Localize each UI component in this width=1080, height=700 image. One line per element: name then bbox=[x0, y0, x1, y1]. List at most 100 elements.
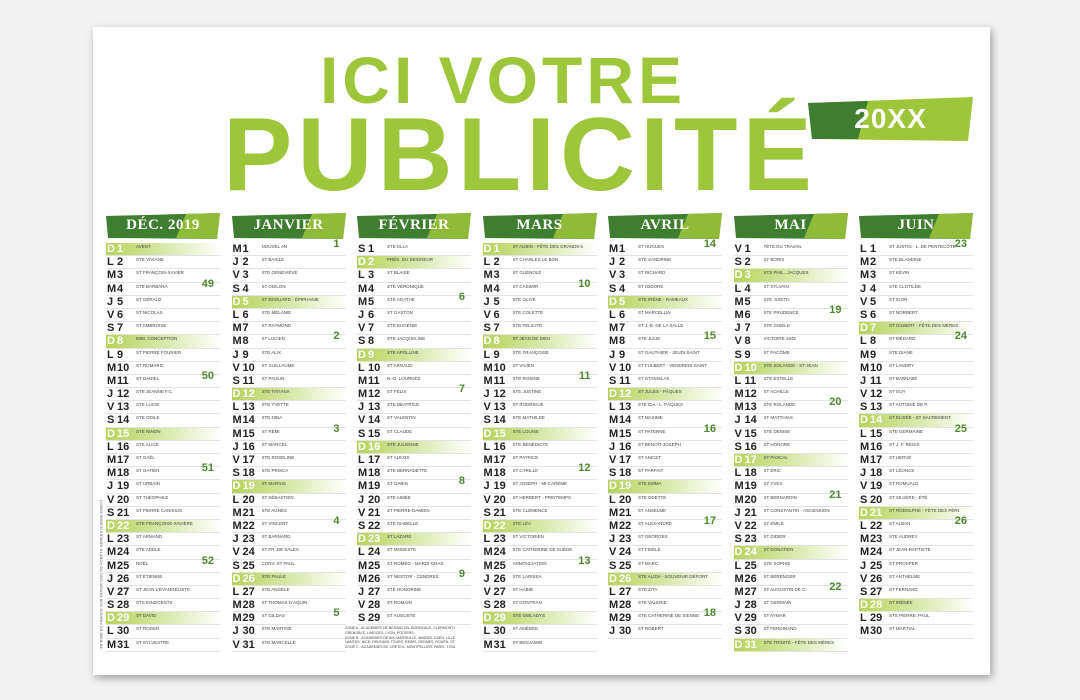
day-number: 9 bbox=[619, 348, 626, 361]
day-row: V 20 ST THÉOPHILE bbox=[106, 494, 220, 507]
saint-name: STE AGATHE bbox=[387, 296, 415, 302]
month-header: DÉC. 2019 bbox=[106, 213, 220, 239]
day-number: 22 bbox=[619, 519, 632, 532]
weekday-letter: S bbox=[358, 335, 366, 348]
weekday-letter: M bbox=[734, 308, 744, 321]
day-row: D 17 ST PASCAL bbox=[733, 454, 848, 468]
weekday-letter: M bbox=[483, 546, 493, 559]
weekday-letter: L bbox=[734, 467, 742, 480]
month-header: AVRIL bbox=[608, 213, 722, 239]
day-row: J 23 ST BARNARD bbox=[231, 533, 346, 547]
day-number: 13 bbox=[117, 401, 130, 414]
saint-name: STE IRÈNE - RAMEAUX bbox=[638, 296, 689, 302]
week-number: 23 bbox=[954, 238, 967, 250]
weekday-letter: S bbox=[107, 322, 115, 335]
weekday-letter: J bbox=[860, 559, 867, 572]
weekday-letter: D bbox=[609, 572, 617, 585]
weekday-letter: S bbox=[358, 519, 366, 532]
day-row: V 24 ST FR. DE SALES bbox=[231, 546, 346, 560]
weekday-letter: J bbox=[358, 401, 365, 414]
weekday-letter: S bbox=[609, 374, 617, 387]
saint-name: ST LAZARE bbox=[387, 534, 412, 540]
saint-name: STE DENISE bbox=[763, 428, 791, 434]
saint-name: ST THOMAS D'AQUIN bbox=[261, 600, 308, 606]
day-number: 10 bbox=[493, 361, 506, 374]
weekday-letter: J bbox=[609, 256, 616, 269]
day-number: 12 bbox=[117, 388, 130, 401]
day-row: L 30 ST AMÉDÉE bbox=[482, 625, 597, 639]
day-number: 15 bbox=[117, 427, 130, 440]
weekday-letter: M bbox=[483, 638, 493, 651]
weekday-letter: S bbox=[483, 506, 491, 519]
weekday-letter: D bbox=[232, 388, 241, 401]
weekday-letter: S bbox=[232, 559, 240, 572]
day-number: 6 bbox=[368, 308, 375, 321]
weekday-letter: S bbox=[358, 612, 366, 625]
saint-name: STE COLETTE bbox=[512, 309, 544, 315]
day-row: D 23 ST LAZARE bbox=[357, 533, 471, 547]
saint-name: STE OLIVE bbox=[512, 296, 536, 302]
day-row: S 20 ST SILVÈRE - ÉTÉ bbox=[859, 494, 973, 507]
day-number: 28 bbox=[870, 599, 883, 612]
day-number: 31 bbox=[744, 638, 757, 651]
saint-name: ST FÉLIX bbox=[387, 389, 407, 395]
saint-name: ST BENOÎT-JOSEPH bbox=[638, 441, 681, 447]
week-number: 10 bbox=[578, 277, 591, 290]
saint-name: STE VÉRONIQUE bbox=[387, 283, 425, 289]
day-row: M 10 ST LANDRY bbox=[859, 362, 973, 375]
saint-name: ST VIVIEN bbox=[512, 362, 535, 368]
day-number: 4 bbox=[619, 282, 626, 295]
weekday-letter: J bbox=[358, 308, 365, 321]
week-number: 20 bbox=[829, 396, 842, 409]
weekday-letter: M bbox=[358, 572, 368, 585]
day-row: D 21 ST RODOLPHE - FÊTE DES PÈRES bbox=[859, 506, 973, 520]
day-row: V 7 STE EUGÉNIE bbox=[357, 322, 471, 336]
day-row: V 26 ST ANTHELME bbox=[859, 573, 973, 586]
day-row: M 14 ST MAXIME bbox=[608, 414, 722, 428]
week-number: 49 bbox=[201, 277, 214, 290]
day-row: S 27 ST FERNAND bbox=[859, 586, 973, 600]
weekday-letter: D bbox=[483, 519, 492, 532]
day-row: D 19 STE EMMA bbox=[608, 480, 722, 494]
day-number: 9 bbox=[368, 348, 375, 361]
saint-name: STE EUGÉNIE bbox=[387, 323, 418, 329]
day-row: M 19 ST YVES bbox=[733, 480, 848, 494]
day-row: V 20 ST HERBERT - PRINTEMPS bbox=[482, 494, 597, 507]
saint-name: ST JOSEPH - MI-CARÊME bbox=[512, 481, 568, 487]
weekday-letter: M bbox=[107, 638, 117, 651]
saint-name: N.-D. LOURDES bbox=[387, 375, 421, 381]
day-number: 29 bbox=[870, 612, 883, 625]
weekday-letter: M bbox=[232, 599, 242, 612]
weekday-letter: S bbox=[734, 533, 742, 546]
weekday-letter: L bbox=[358, 546, 365, 559]
day-row: M 16 ST J.-F. RÉGIS bbox=[859, 441, 973, 454]
day-number: 6 bbox=[117, 308, 124, 321]
saint-name: ST BERNARDIN bbox=[763, 494, 797, 500]
day-row: M 30 ST MARTIAL bbox=[859, 625, 973, 639]
day-number: 18 bbox=[117, 467, 130, 480]
day-row: D 1 AVENT bbox=[106, 243, 220, 257]
day-row: D 15 STE LOUISE bbox=[482, 427, 597, 441]
day-number: 24 bbox=[619, 546, 632, 559]
day-number: 18 bbox=[368, 467, 381, 480]
day-row: V 3 ST RICHARD bbox=[608, 269, 722, 283]
saint-name: ANNONCIATION bbox=[512, 560, 547, 566]
saint-name: ST ROMARIC bbox=[136, 362, 165, 368]
saint-name: ST ÉRIC bbox=[763, 468, 782, 474]
day-number: 13 bbox=[242, 401, 255, 414]
day-row: V 22 ST ÉMILE bbox=[733, 520, 848, 534]
day-number: 11 bbox=[619, 374, 631, 387]
day-number: 24 bbox=[117, 546, 130, 559]
saint-name: ST NESTOR - CENDRES bbox=[387, 573, 439, 579]
month-column: AVRIL M 1 ST HUGUES 14 J 2 STE SANDRINE V 3 ST RIC… bbox=[608, 213, 722, 639]
day-row: D 3 STS PHIL., JACQUES bbox=[733, 269, 848, 283]
day-number: 6 bbox=[744, 308, 751, 321]
weekday-letter: L bbox=[107, 533, 114, 546]
day-number: 29 bbox=[493, 612, 506, 625]
month-name: AVRIL bbox=[640, 217, 690, 233]
day-number: 18 bbox=[242, 467, 255, 480]
day-row: M 22 ST ALEXANDRE 17 bbox=[608, 515, 722, 534]
day-number: 9 bbox=[242, 348, 249, 361]
weekday-letter: M bbox=[232, 414, 242, 427]
saint-name: ST CHARLES LE BON bbox=[512, 257, 559, 263]
